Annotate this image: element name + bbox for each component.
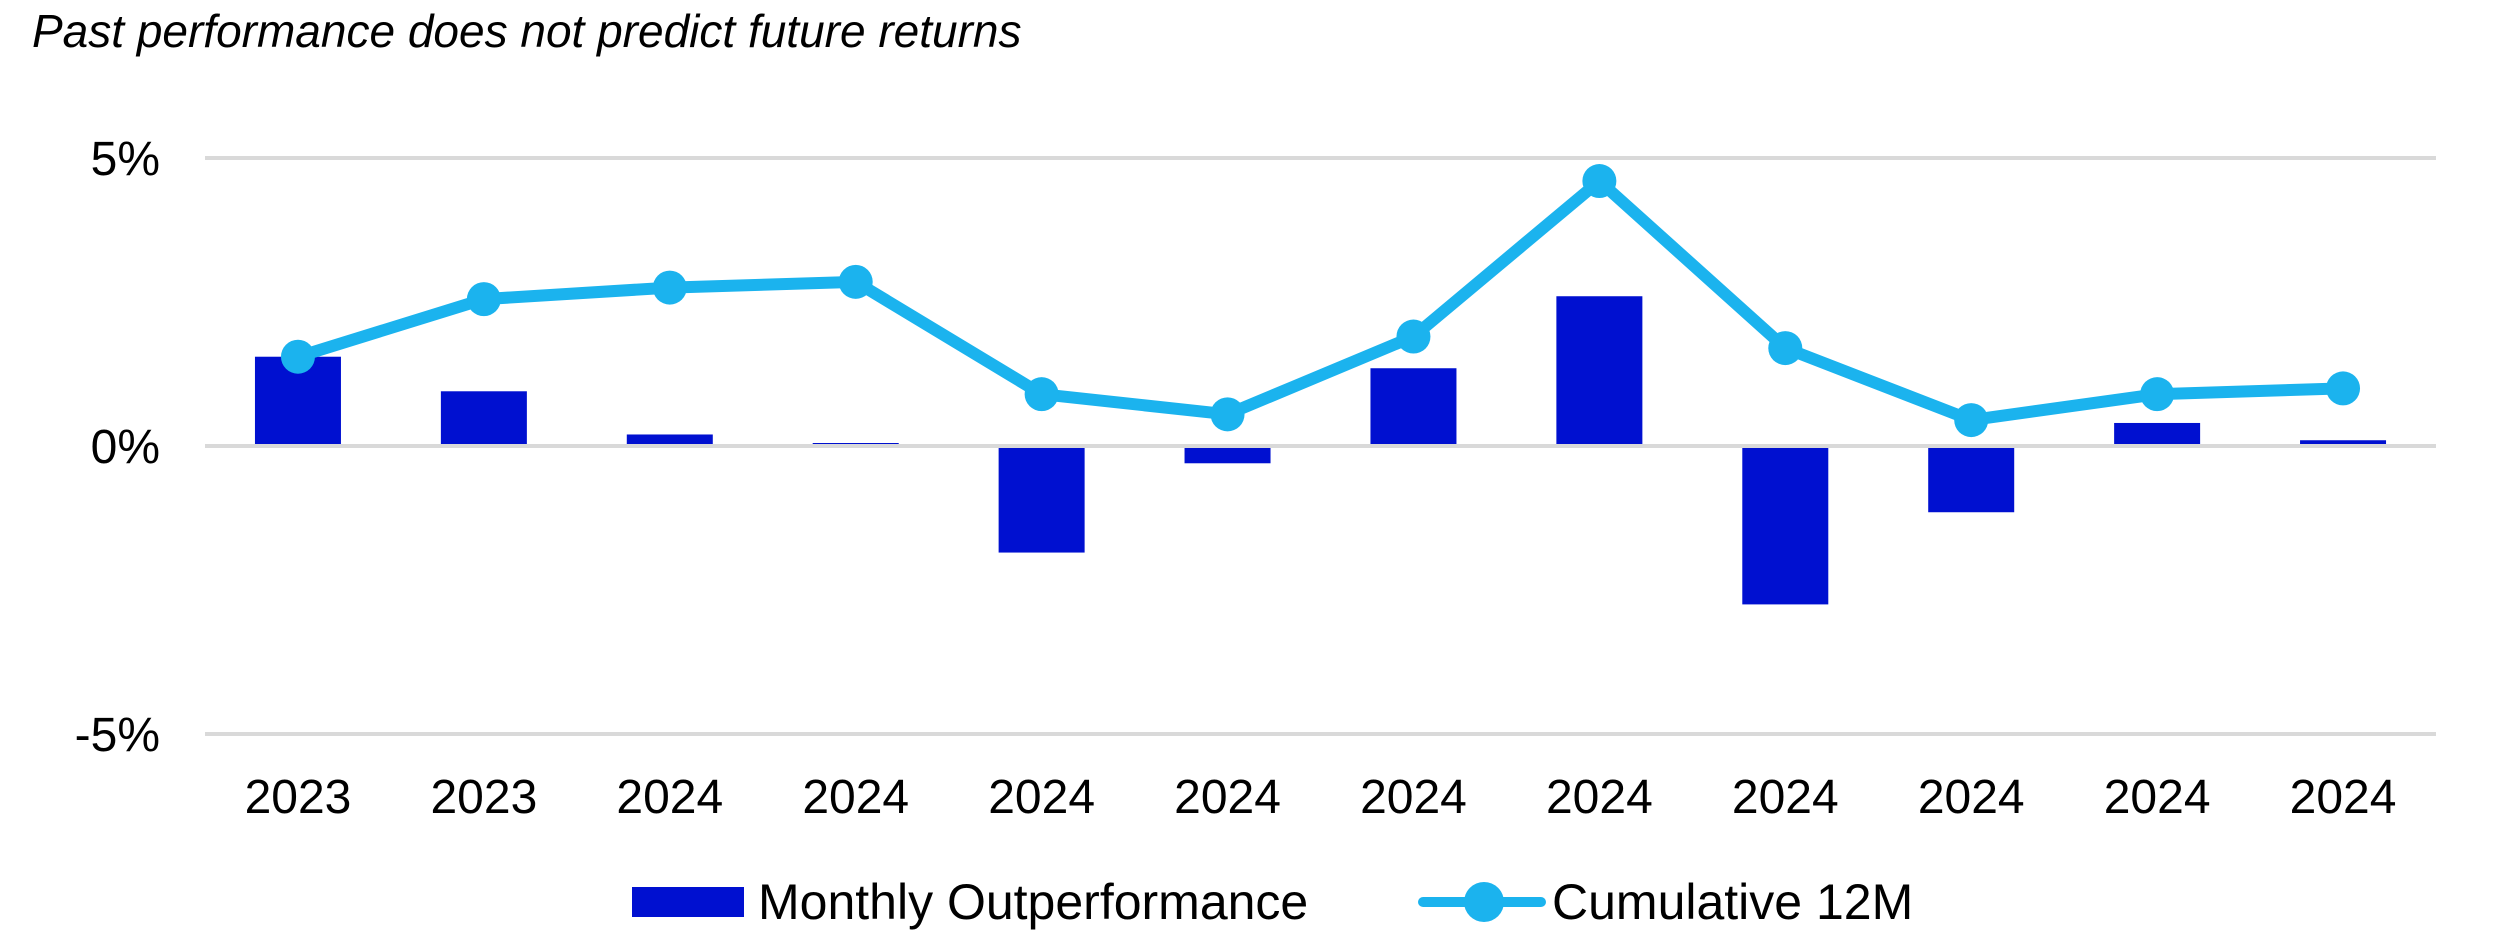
x-tick-label-3: 2024 — [802, 771, 909, 824]
x-tick-label-9: 2024 — [1918, 771, 2025, 824]
line-point-5 — [1210, 397, 1245, 432]
y-tick-label-0: 5% — [91, 133, 160, 186]
x-tick-label-0: 2023 — [245, 771, 352, 824]
bar-8 — [1742, 446, 1829, 605]
y-tick-label-1: 0% — [91, 421, 160, 474]
x-tick-label-10: 2024 — [2104, 771, 2211, 824]
bar-1 — [440, 391, 527, 446]
chart-subtitle: Past performance does not predict future… — [32, 5, 1022, 57]
line-point-0 — [280, 339, 315, 374]
line-point-1 — [466, 282, 501, 317]
bar-10 — [2114, 422, 2201, 446]
x-tick-label-11: 2024 — [2290, 771, 2397, 824]
bar-11 — [2300, 440, 2387, 446]
line-point-7 — [1582, 164, 1617, 199]
y-tick-label-2: -5% — [75, 709, 160, 762]
x-tick-label-8: 2024 — [1732, 771, 1839, 824]
label-layer: 5% 0% -5% 2023 2023 2024 2024 2024 2024 2024 2024 2… — [75, 133, 2397, 824]
legend-item-monthly: Monthly Outperformance — [632, 868, 1308, 936]
line-point-9 — [1954, 403, 1989, 438]
bar-6 — [1370, 368, 1457, 446]
bar-9 — [1928, 446, 2015, 513]
line-point-10 — [2140, 377, 2175, 412]
x-tick-label-4: 2024 — [988, 771, 1095, 824]
bar-4 — [998, 446, 1085, 553]
x-tick-label-6: 2024 — [1360, 771, 1467, 824]
x-tick-label-7: 2024 — [1546, 771, 1653, 824]
line-point-4 — [1024, 377, 1059, 412]
cumulative-line — [291, 175, 2350, 427]
legend: Monthly Outperformance Cumulative 12M — [0, 868, 2496, 936]
bar-7 — [1556, 296, 1643, 446]
line-point-3 — [838, 264, 873, 299]
bar-2 — [626, 434, 713, 446]
legend-label-monthly: Monthly Outperformance — [758, 874, 1309, 930]
x-tick-label-2: 2024 — [616, 771, 723, 824]
line-point-2 — [652, 270, 687, 305]
line-layer — [280, 164, 2361, 438]
legend-item-cumulative: Cumulative 12M — [1418, 868, 1913, 936]
bar-layer — [205, 296, 2436, 605]
line-point-8 — [1768, 331, 1803, 366]
legend-line-swatch — [1418, 882, 1546, 922]
x-tick-label-5: 2024 — [1174, 771, 1281, 824]
bar-5 — [1184, 446, 1271, 464]
x-tick-label-1: 2023 — [430, 771, 537, 824]
legend-label-cumulative: Cumulative 12M — [1552, 874, 1914, 930]
line-point-11 — [2326, 371, 2361, 406]
line-point-6 — [1396, 319, 1431, 354]
legend-bar-swatch — [632, 887, 744, 917]
chart: 5% 0% -5% 2023 2023 2024 2024 2024 2024 2024 2024 2… — [75, 133, 2436, 824]
